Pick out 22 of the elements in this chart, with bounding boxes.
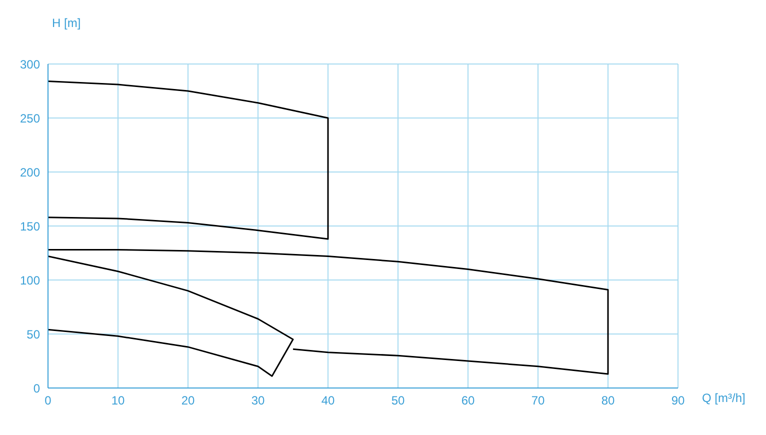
x-tick-label: 80	[601, 394, 615, 408]
y-tick-label: 150	[20, 219, 40, 234]
x-axis-title: Q [m³/h]	[702, 391, 746, 405]
y-tick-label: 100	[20, 273, 40, 288]
x-tick-label: 70	[531, 394, 545, 408]
x-tick-label: 90	[671, 394, 685, 408]
y-tick-label: 300	[20, 57, 40, 72]
y-tick-label: 200	[20, 165, 40, 180]
x-tick-label: 60	[461, 394, 475, 408]
x-tick-label: 50	[391, 394, 405, 408]
line-series	[48, 249, 609, 375]
x-tick-label: 40	[321, 394, 335, 408]
y-axis-title: H [m]	[52, 16, 81, 30]
x-tick-label: 10	[111, 394, 125, 408]
x-tick-label: 30	[251, 394, 265, 408]
line-series	[48, 255, 294, 377]
x-tick-label: 20	[181, 394, 195, 408]
line-series	[48, 80, 329, 240]
x-tick-label: 0	[44, 394, 52, 408]
y-tick-label: 250	[20, 111, 40, 126]
y-tick-label: 50	[26, 327, 40, 342]
y-tick-label: 0	[33, 381, 40, 396]
